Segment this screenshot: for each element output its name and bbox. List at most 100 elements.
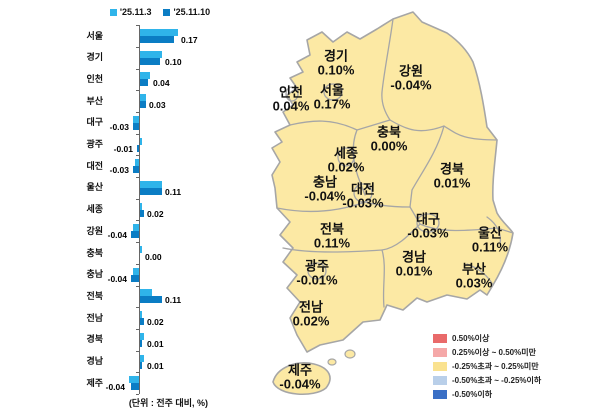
map-legend-row: 0.25%이상 ~ 0.50%미만 xyxy=(433,347,541,358)
bar-25.11.3 xyxy=(140,332,144,340)
bar-25.11.3 xyxy=(140,137,142,145)
map-color-legend: 0.50%이상 0.25%이상 ~ 0.50%미만 -0.25%초과 ~ 0.25%… xyxy=(433,333,541,400)
region-value: 0.01% xyxy=(395,263,433,278)
region-value: -0.03% xyxy=(342,195,384,210)
map-legend-label: -0.25%초과 ~ 0.25%미만 xyxy=(452,362,539,371)
map-legend-row: -0.50%초과 ~ -0.25%이하 xyxy=(433,375,541,386)
bar-category-label: 제주 xyxy=(86,377,103,388)
bar-category-label: 충북 xyxy=(86,247,103,258)
legend-swatch-icon xyxy=(163,8,171,16)
region-value: 0.01% xyxy=(433,175,471,190)
map-region-label: 부산 0.03% xyxy=(455,261,493,290)
bar-value-label: -0.01 xyxy=(113,143,133,154)
region-name: 제주 xyxy=(288,362,312,378)
bar-25.11.3 xyxy=(140,29,178,36)
map-region-label: 경기 0.10% xyxy=(318,48,355,77)
axis-tick xyxy=(136,350,139,352)
bar-25.11.3 xyxy=(140,289,152,297)
legend-swatch-icon xyxy=(109,8,117,16)
bar-25.11.3 xyxy=(140,72,150,80)
bar-value-label: 0.02 xyxy=(147,317,164,328)
jeju-island-shape xyxy=(272,362,331,396)
bar-category-label: 충남 xyxy=(86,269,103,280)
region-value: 0.02% xyxy=(292,313,330,328)
bar-value-label: -0.04 xyxy=(105,382,125,393)
bar-25.11.10 xyxy=(140,101,146,109)
bar-category-label: 대구 xyxy=(86,117,103,128)
map-region-label: 대전 -0.03% xyxy=(342,181,384,210)
region-value: -0.03% xyxy=(407,225,449,240)
bar-25.11.3 xyxy=(140,94,146,102)
region-name: 경기 xyxy=(324,48,348,64)
bar-chart: '25.11.3 '25.11.10 서울 0.17 경기 0.10 인천 0.04 부산 0.… xyxy=(0,0,262,414)
map-region-label: 울산 0.11% xyxy=(472,225,508,254)
bar-value-label: -0.03 xyxy=(109,165,129,176)
map-legend-swatch-icon xyxy=(433,348,447,357)
bar-25.11.10 xyxy=(140,57,160,65)
region-name: 충북 xyxy=(377,124,401,140)
bar-category-label: 경북 xyxy=(86,334,103,345)
axis-tick xyxy=(136,220,139,222)
axis-tick xyxy=(136,68,139,70)
map-region-label: 경남 0.01% xyxy=(395,250,433,278)
region-value: 0.03% xyxy=(455,275,493,290)
korea-map: 경기 0.10% 강원 -0.04% 인천 0.04% 서울 0.17% 충북 0.00% 세종 0.… xyxy=(262,2,598,414)
axis-tick xyxy=(136,372,139,374)
bar-25.11.3 xyxy=(140,246,142,253)
axis-tick xyxy=(136,307,139,309)
region-value: -0.04% xyxy=(304,188,346,203)
region-value: 0.00% xyxy=(370,138,408,153)
region-name: 부산 xyxy=(462,261,486,277)
region-value: 0.17% xyxy=(313,96,351,111)
bar-value-label: 0.11 xyxy=(165,295,182,306)
chart-series-legend: '25.11.3 '25.11.10 xyxy=(30,7,290,17)
bar-category-label: 경기 xyxy=(86,52,103,63)
region-name: 대구 xyxy=(416,211,440,227)
bar-category-label: 대전 xyxy=(86,160,103,171)
bar-category-label: 세종 xyxy=(86,204,103,215)
region-name: 충남 xyxy=(313,174,337,190)
bar-25.11.10 xyxy=(140,187,162,195)
axis-tick xyxy=(136,46,139,48)
mainland-shape xyxy=(271,11,514,353)
bar-category-label: 광주 xyxy=(86,139,103,149)
bar-value-label: 0.01 xyxy=(147,338,164,349)
bar-25.11.10 xyxy=(140,209,144,217)
region-name: 서울 xyxy=(320,82,344,98)
bar-25.11.10 xyxy=(140,79,148,87)
region-name: 전북 xyxy=(320,221,344,237)
bar-category-label: 부산 xyxy=(86,95,103,106)
bar-value-label: -0.04 xyxy=(107,230,127,241)
bar-value-label: -0.03 xyxy=(109,121,129,132)
map-region-label: 인천 0.04% xyxy=(273,84,310,113)
region-name: 세종 xyxy=(334,145,358,161)
axis-tick xyxy=(136,155,139,157)
bar-25.11.10 xyxy=(140,361,142,369)
bar-25.11.10 xyxy=(133,166,139,174)
bar-category-label: 서울 xyxy=(86,30,103,41)
bar-value-label: -0.04 xyxy=(107,273,127,284)
map-legend-row: -0.50%이하 xyxy=(433,389,541,400)
map-legend-row: 0.50%이상 xyxy=(433,333,541,344)
axis-tick xyxy=(136,177,139,179)
region-value: -0.01% xyxy=(296,272,338,287)
legend-item: '25.11.10 xyxy=(163,7,210,17)
axis-tick xyxy=(136,90,139,92)
bar-25.11.3 xyxy=(135,159,139,167)
axis-tick xyxy=(136,328,139,330)
map-region-label: 전북 0.11% xyxy=(313,221,351,250)
bar-value-label: 0.10 xyxy=(165,56,182,67)
map-region-label: 광주 -0.01% xyxy=(296,259,338,287)
region-name: 강원 xyxy=(399,63,423,79)
bar-category-label: 전남 xyxy=(86,312,103,323)
bar-category-label: 인천 xyxy=(86,73,103,84)
region-name: 대전 xyxy=(351,181,375,197)
bar-25.11.10 xyxy=(133,122,139,130)
province-borders xyxy=(276,18,514,308)
region-name: 울산 xyxy=(478,225,502,241)
bar-25.11.3 xyxy=(140,354,144,362)
bar-25.11.3 xyxy=(140,50,162,58)
region-name: 인천 xyxy=(279,84,303,100)
bar-25.11.10 xyxy=(137,144,139,152)
region-value: 0.11% xyxy=(313,235,351,250)
